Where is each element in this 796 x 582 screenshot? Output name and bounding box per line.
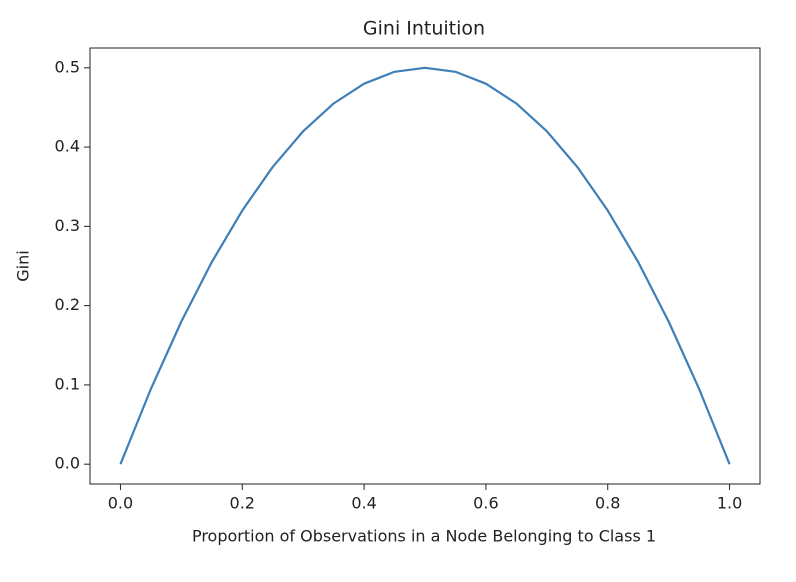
y-axis-label: Gini: [14, 250, 33, 281]
line: [119, 66, 731, 465]
x-tick-label: 0.0: [108, 494, 133, 513]
x-tick-label: 1.0: [717, 494, 742, 513]
chart-title: Gini Intuition: [363, 18, 485, 40]
x-tick-label: 0.8: [595, 494, 620, 513]
y-tick-label: 0.0: [55, 454, 80, 473]
x-tick-label: 0.6: [473, 494, 498, 513]
plot-frame: [89, 47, 761, 485]
x-tick-label: 0.4: [351, 494, 376, 513]
y-tick-label: 0.5: [55, 57, 80, 76]
y-tick-label: 0.4: [55, 137, 80, 156]
y-tick-label: 0.3: [55, 216, 80, 235]
x-axis-label: Proportion of Observations in a Node Bel…: [192, 527, 656, 546]
x-tick-label: 0.2: [230, 494, 255, 513]
y-tick-label: 0.1: [55, 374, 80, 393]
y-tick-label: 0.2: [55, 295, 80, 314]
